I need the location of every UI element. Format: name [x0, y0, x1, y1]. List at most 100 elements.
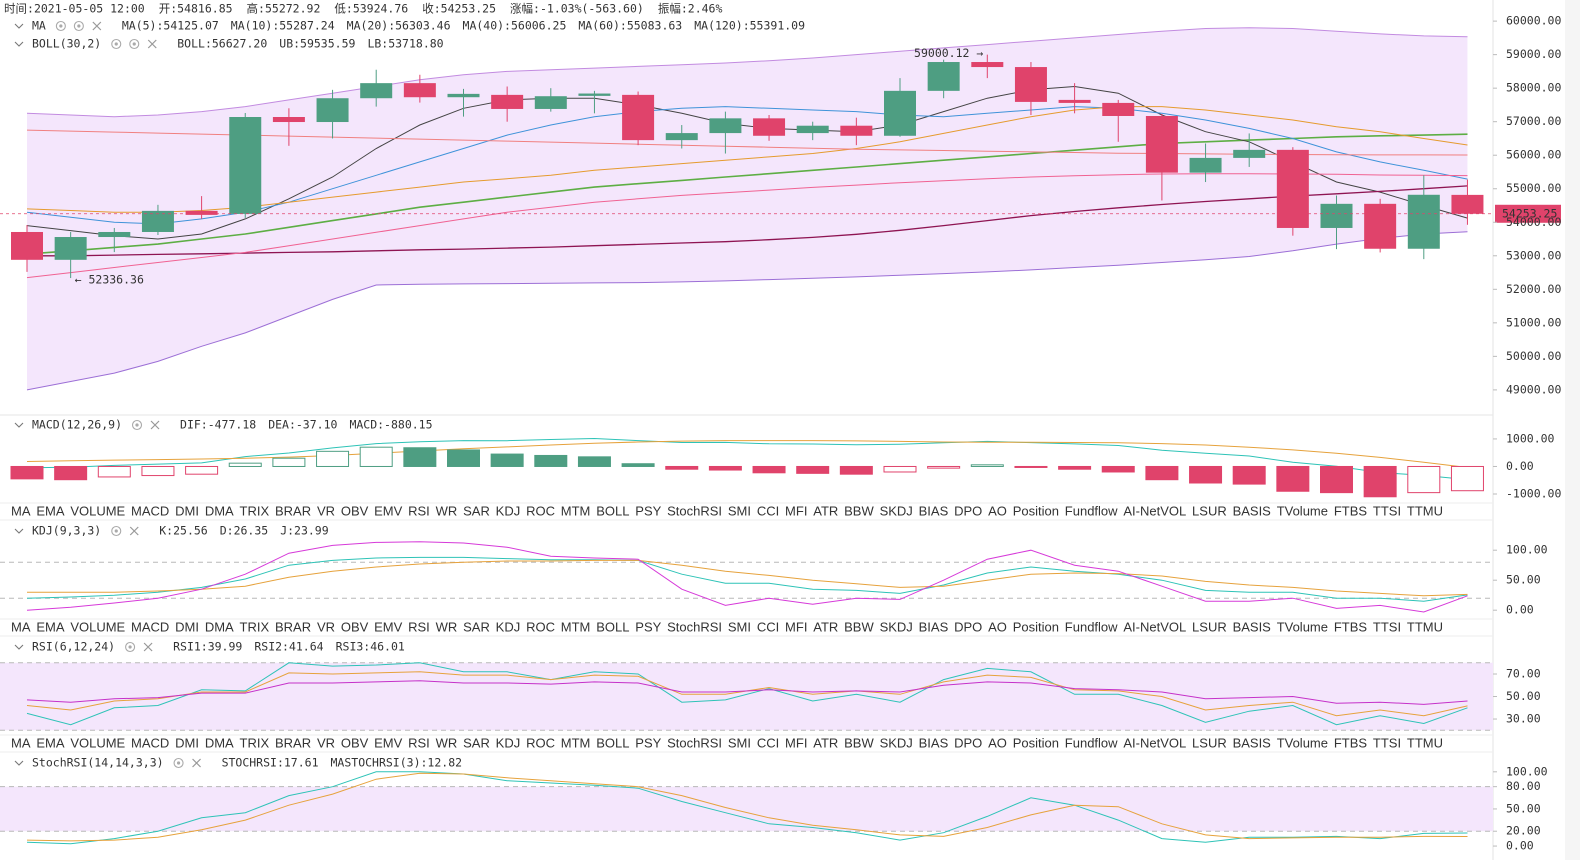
indicator-tab[interactable]: SMI — [728, 735, 751, 750]
collapse-chevron[interactable] — [14, 23, 24, 29]
indicator-tab[interactable]: DMA — [205, 503, 234, 518]
indicator-tab[interactable]: StochRSI — [667, 503, 722, 518]
indicator-tab[interactable]: DMI — [175, 735, 199, 750]
indicator-tab[interactable]: Position — [1013, 735, 1059, 750]
indicator-tab[interactable]: ROC — [526, 503, 555, 518]
indicator-tab[interactable]: DPO — [954, 735, 982, 750]
indicator-tab[interactable]: OBV — [341, 735, 369, 750]
collapse-chevron[interactable] — [14, 528, 24, 534]
indicator-tab[interactable]: EMA — [36, 503, 65, 518]
indicator-tab[interactable]: AO — [988, 735, 1007, 750]
indicator-tab[interactable]: TRIX — [240, 619, 270, 634]
indicator-tab[interactable]: ATR — [813, 619, 838, 634]
indicator-tab[interactable]: EMA — [36, 619, 65, 634]
settings-icon[interactable] — [173, 757, 184, 769]
indicator-tab[interactable]: TRIX — [240, 735, 270, 750]
indicator-tab[interactable]: CCI — [757, 735, 779, 750]
indicator-tab[interactable]: EMV — [374, 619, 403, 634]
indicator-tab[interactable]: BBW — [844, 503, 874, 518]
indicator-tab[interactable]: KDJ — [496, 503, 521, 518]
indicator-tab[interactable]: ROC — [526, 619, 555, 634]
indicator-tab[interactable]: WR — [436, 735, 458, 750]
indicator-tab[interactable]: MFI — [785, 619, 807, 634]
indicator-tab[interactable]: SKDJ — [880, 619, 913, 634]
close-icon[interactable] — [129, 526, 139, 536]
indicator-tab[interactable]: TTMU — [1407, 735, 1443, 750]
indicator-tab[interactable]: LSUR — [1192, 619, 1227, 634]
indicator-tab[interactable]: MFI — [785, 503, 807, 518]
visibility-icon[interactable] — [111, 38, 122, 50]
indicator-tab[interactable]: RSI — [408, 503, 430, 518]
indicator-tab[interactable]: TRIX — [240, 503, 270, 518]
indicator-tab[interactable]: Fundflow — [1065, 735, 1118, 750]
close-icon[interactable] — [150, 420, 160, 430]
indicator-tab[interactable]: MA — [11, 619, 31, 634]
indicator-tab[interactable]: VOLUME — [70, 619, 125, 634]
collapse-chevron[interactable] — [14, 41, 24, 47]
indicator-tab[interactable]: LSUR — [1192, 503, 1227, 518]
indicator-tab[interactable]: BASIS — [1233, 619, 1272, 634]
indicator-tab[interactable]: TTSI — [1373, 619, 1401, 634]
indicator-tab[interactable]: TTSI — [1373, 503, 1401, 518]
indicator-tab[interactable]: CCI — [757, 619, 779, 634]
indicator-tab[interactable]: DPO — [954, 503, 982, 518]
indicator-tab[interactable]: BRAR — [275, 735, 311, 750]
indicator-tab[interactable]: KDJ — [496, 735, 521, 750]
indicator-tab[interactable]: TVolume — [1277, 503, 1328, 518]
indicator-tab[interactable]: ATR — [813, 735, 838, 750]
indicator-tab[interactable]: ROC — [526, 735, 555, 750]
indicator-tab[interactable]: TVolume — [1277, 619, 1328, 634]
indicator-tab[interactable]: Position — [1013, 503, 1059, 518]
settings-icon[interactable] — [125, 641, 136, 653]
indicator-tab[interactable]: EMA — [36, 735, 65, 750]
indicator-tab[interactable]: OBV — [341, 503, 369, 518]
indicator-tab[interactable]: BOLL — [596, 735, 629, 750]
scrollbar[interactable] — [1565, 0, 1580, 860]
close-icon[interactable] — [192, 758, 201, 768]
collapse-chevron[interactable] — [14, 644, 24, 650]
collapse-chevron[interactable] — [14, 422, 24, 428]
indicator-tab[interactable]: MACD — [131, 503, 169, 518]
indicator-tab[interactable]: WR — [436, 619, 458, 634]
indicator-tab[interactable]: WR — [436, 503, 458, 518]
indicator-tab[interactable]: LSUR — [1192, 735, 1227, 750]
indicator-tab[interactable]: CCI — [757, 503, 779, 518]
indicator-tab[interactable]: BOLL — [596, 503, 629, 518]
indicator-tab[interactable]: AI-NetVOL — [1123, 619, 1186, 634]
indicator-tab[interactable]: DMI — [175, 619, 199, 634]
close-icon[interactable] — [92, 21, 102, 31]
indicator-tab[interactable]: SAR — [463, 735, 490, 750]
settings-icon[interactable] — [131, 419, 143, 431]
indicator-tab[interactable]: StochRSI — [667, 735, 722, 750]
indicator-tab[interactable]: AI-NetVOL — [1123, 503, 1186, 518]
indicator-tab[interactable]: EMV — [374, 735, 403, 750]
indicator-tab[interactable]: FTBS — [1334, 503, 1368, 518]
indicator-tab[interactable]: SAR — [463, 619, 490, 634]
indicator-tab[interactable]: VR — [317, 735, 335, 750]
indicator-tab[interactable]: RSI — [408, 735, 430, 750]
indicator-tab[interactable]: AO — [988, 619, 1007, 634]
indicator-tab[interactable]: SAR — [463, 503, 490, 518]
indicator-tab[interactable]: PSY — [635, 619, 661, 634]
indicator-tab[interactable]: DMI — [175, 503, 199, 518]
indicator-tab[interactable]: MTM — [561, 735, 591, 750]
indicator-tab[interactable]: BOLL — [596, 619, 629, 634]
indicator-tab[interactable]: BRAR — [275, 619, 311, 634]
indicator-tab[interactable]: TVolume — [1277, 735, 1328, 750]
indicator-tab[interactable]: DMA — [205, 619, 234, 634]
indicator-tab[interactable]: SKDJ — [880, 503, 913, 518]
indicator-tab[interactable]: RSI — [408, 619, 430, 634]
indicator-tab[interactable]: DMA — [205, 735, 234, 750]
indicator-tab[interactable]: SMI — [728, 503, 751, 518]
indicator-tab[interactable]: MA — [11, 503, 31, 518]
indicator-tab[interactable]: ATR — [813, 503, 838, 518]
indicator-tab[interactable]: SKDJ — [880, 735, 913, 750]
indicator-tab[interactable]: PSY — [635, 503, 661, 518]
indicator-tab[interactable]: SMI — [728, 619, 751, 634]
indicator-tab[interactable]: DPO — [954, 619, 982, 634]
collapse-chevron[interactable] — [14, 760, 24, 766]
indicator-tab[interactable]: EMV — [374, 503, 403, 518]
indicator-tab[interactable]: Position — [1013, 619, 1059, 634]
settings-icon[interactable] — [111, 525, 122, 537]
indicator-tab[interactable]: AO — [988, 503, 1007, 518]
